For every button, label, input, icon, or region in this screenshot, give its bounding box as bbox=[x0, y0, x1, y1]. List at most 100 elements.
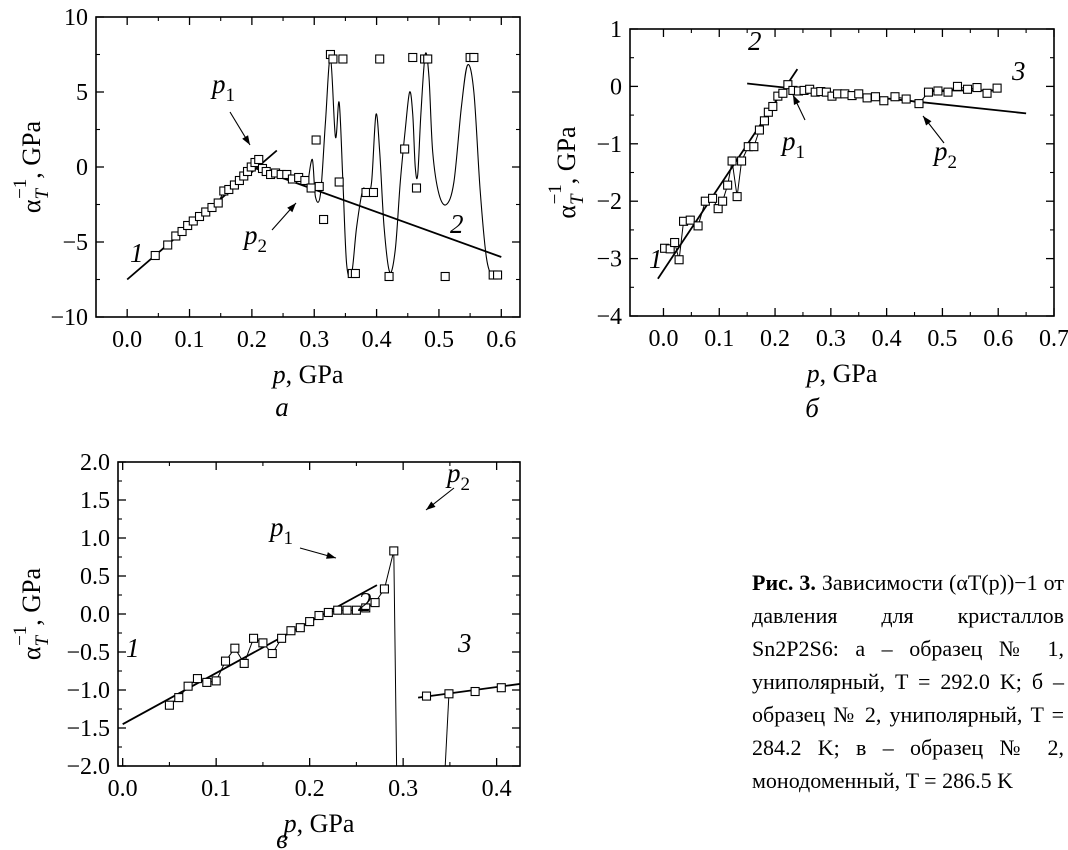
annotation-line1: 1 bbox=[130, 238, 144, 268]
data-point bbox=[732, 192, 742, 202]
y-tick-label: −4 bbox=[596, 304, 622, 330]
data-point bbox=[962, 84, 973, 94]
y-tick-label: −3 bbox=[596, 247, 622, 273]
y-tick-label: 1.0 bbox=[80, 526, 110, 552]
y-tick-label: 10 bbox=[64, 5, 88, 31]
x-tick-label: 0.5 bbox=[424, 327, 454, 353]
x-axis-title: p, GPa bbox=[805, 359, 878, 388]
data-point bbox=[933, 86, 943, 96]
data-point bbox=[379, 584, 389, 594]
data-point bbox=[952, 81, 963, 91]
x-tick-label: 0.3 bbox=[816, 326, 846, 352]
figure-caption: Рис. 3. Зависимости (αT(p))−1 от давлени… bbox=[752, 566, 1064, 797]
x-tick-label: 0.3 bbox=[388, 776, 418, 802]
data-point bbox=[305, 617, 315, 627]
plot-area bbox=[126, 52, 502, 281]
data-point bbox=[693, 221, 703, 231]
annotation-p2: p2 bbox=[242, 220, 267, 257]
annotation-p1: p1 bbox=[268, 512, 293, 549]
plot-area bbox=[657, 68, 1027, 280]
x-tick-label: 0.0 bbox=[112, 327, 142, 353]
y-tick-label: 1 bbox=[610, 17, 622, 43]
data-point bbox=[713, 204, 723, 214]
data-point bbox=[150, 250, 160, 261]
arrow-head bbox=[326, 552, 336, 559]
chart-panel-2: 0.0 0.1 0.2 0.3 0.4 0.5 0.6 0.7 −4 −3 −2 −1 0 1 p, GPa… bbox=[545, 17, 1068, 423]
data-point bbox=[174, 693, 184, 703]
plot-frame bbox=[95, 16, 521, 318]
arrow-head bbox=[287, 203, 296, 213]
data-point bbox=[870, 92, 881, 102]
data-point bbox=[350, 268, 360, 279]
panel-letter: б bbox=[805, 393, 820, 423]
data-point bbox=[923, 87, 934, 97]
data-point bbox=[708, 193, 718, 203]
data-point bbox=[759, 116, 770, 126]
data-point bbox=[286, 626, 296, 636]
x-axis-title: p, GPa bbox=[282, 809, 355, 838]
x-tick-label: 0.4 bbox=[362, 327, 392, 353]
data-point bbox=[718, 196, 728, 206]
data-point bbox=[493, 270, 503, 280]
caption-label: Рис. 3. bbox=[752, 570, 816, 595]
data-point bbox=[674, 255, 684, 265]
data-point bbox=[328, 54, 338, 64]
data-point bbox=[982, 88, 992, 98]
data-point bbox=[469, 52, 479, 63]
y-tick-label: −1.5 bbox=[66, 716, 110, 742]
data-point bbox=[496, 683, 506, 693]
data-point bbox=[890, 92, 900, 102]
caption-text: Зависимости (αT(p))−1 от давления для кр… bbox=[752, 570, 1064, 793]
smoothed-curve bbox=[307, 52, 499, 279]
annotation-p1: p1 bbox=[780, 126, 805, 163]
data-point bbox=[783, 80, 793, 90]
x-axis-title: p, GPa bbox=[271, 360, 344, 389]
data-point bbox=[368, 187, 379, 198]
x-tick-label: 0.0 bbox=[108, 776, 138, 802]
data-point bbox=[300, 175, 310, 186]
data-point bbox=[361, 603, 371, 613]
x-tick-label: 0.6 bbox=[486, 327, 516, 353]
y-tick-label: −1.0 bbox=[66, 678, 110, 704]
data-point bbox=[862, 93, 872, 103]
data-point bbox=[440, 271, 450, 282]
data-point bbox=[972, 82, 982, 93]
data-point bbox=[323, 607, 333, 618]
data-point bbox=[334, 177, 344, 187]
panel-letter: в bbox=[276, 824, 288, 850]
data-point bbox=[164, 700, 174, 710]
data-point bbox=[749, 142, 759, 152]
chart-panel-3: 0.0 0.1 0.2 0.3 0.4 −2.0 −1.5 −1.0 −0.5 0.0 0.5 1.0… bbox=[10, 450, 521, 850]
data-point bbox=[220, 656, 231, 666]
data-point bbox=[723, 180, 733, 190]
y-tick-label: −1 bbox=[596, 132, 622, 158]
data-point bbox=[306, 183, 316, 193]
data-point bbox=[239, 658, 249, 668]
annotation-line1: 1 bbox=[649, 244, 663, 274]
y-tick-label: 0.0 bbox=[80, 602, 110, 628]
data-point bbox=[737, 156, 747, 166]
data-point bbox=[879, 96, 889, 106]
annotation-line3: 3 bbox=[1011, 56, 1026, 86]
x-tick-label: 0.1 bbox=[201, 776, 231, 802]
data-point bbox=[444, 689, 454, 699]
y-tick-label: 0 bbox=[76, 155, 88, 181]
x-tick-label: 0.2 bbox=[295, 776, 325, 802]
data-point bbox=[249, 633, 259, 643]
y-tick-label: −0.5 bbox=[66, 640, 110, 666]
data-point bbox=[370, 598, 380, 608]
data-point bbox=[400, 144, 410, 154]
data-point bbox=[901, 94, 911, 104]
data-point bbox=[470, 686, 480, 697]
annotation-line2: 2 bbox=[450, 209, 464, 239]
data-point bbox=[230, 643, 240, 653]
data-point bbox=[277, 633, 287, 643]
data-point bbox=[258, 638, 268, 648]
data-point bbox=[254, 154, 264, 165]
chart-panel-1: 0.0 0.1 0.2 0.3 0.4 0.5 0.6 −10 −5 0 5 10 p, GPa αT−1… bbox=[10, 5, 521, 422]
data-point bbox=[670, 237, 680, 248]
arrow-head bbox=[793, 95, 801, 105]
data-point bbox=[311, 135, 321, 145]
x-tick-label: 0.4 bbox=[482, 776, 512, 802]
